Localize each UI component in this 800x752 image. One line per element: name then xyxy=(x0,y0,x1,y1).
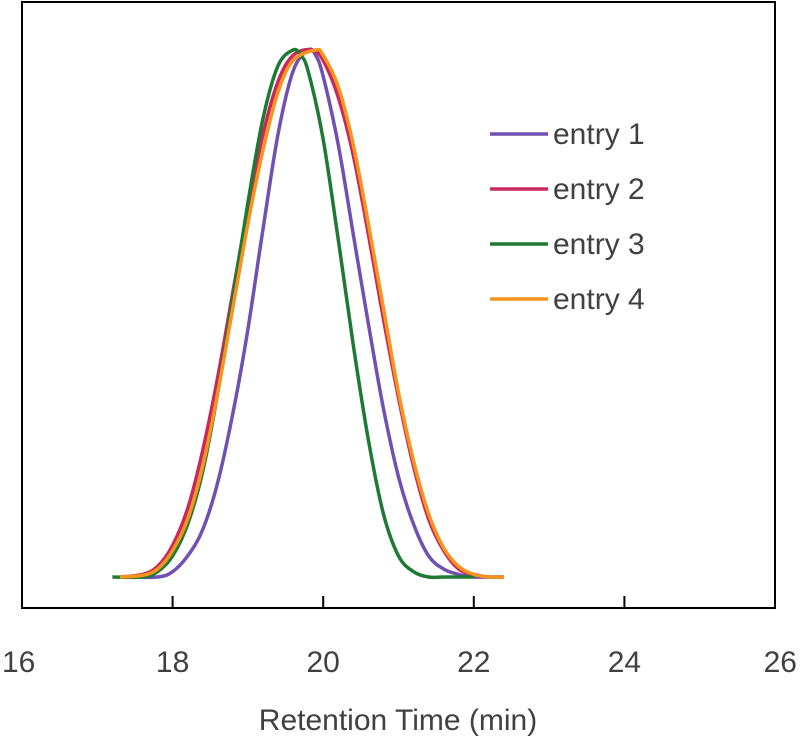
x-tick-label: 20 xyxy=(307,646,340,679)
legend: entry 1 entry 2 entry 3 entry 4 xyxy=(490,118,645,316)
series-line-1 xyxy=(127,47,504,580)
x-tick-label: 22 xyxy=(457,646,490,679)
series-line-3 xyxy=(112,47,474,580)
x-axis-tick-labels: 16 18 20 22 24 26 xyxy=(2,646,797,679)
legend-label-1: entry 1 xyxy=(553,118,645,151)
legend-label-3: entry 3 xyxy=(553,228,645,261)
series-line-2 xyxy=(119,47,504,579)
x-axis-title: Retention Time (min) xyxy=(259,704,537,737)
series-line-4 xyxy=(119,47,504,579)
series-lines xyxy=(112,47,504,580)
x-axis-ticks xyxy=(21,596,776,608)
legend-label-4: entry 4 xyxy=(553,283,645,316)
legend-label-2: entry 2 xyxy=(553,173,645,206)
x-tick-label: 16 xyxy=(2,646,35,679)
x-tick-label: 24 xyxy=(608,646,641,679)
x-tick-label: 26 xyxy=(764,646,797,679)
plot-frame xyxy=(21,1,776,609)
x-tick-label: 18 xyxy=(156,646,189,679)
